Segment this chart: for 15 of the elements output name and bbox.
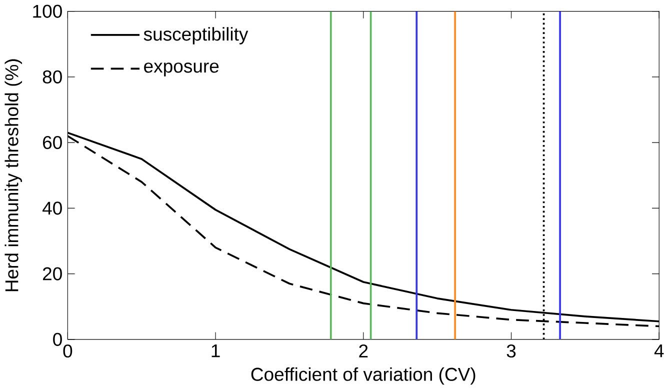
y-tick-label: 0 [53,332,62,346]
x-tick-label: 3 [506,344,516,358]
x-tick-label: 1 [212,344,220,358]
y-tick-label: 40 [42,201,62,215]
x-axis-title: Coefficient of variation (CV) [251,367,476,384]
y-tick-label: 20 [43,267,62,280]
y-axis-title: Herd immunity threshold (%) [4,59,22,291]
legend-label: susceptibility [144,26,248,44]
x-tick-label: 2 [359,344,368,358]
x-tick-label: 4 [654,344,664,358]
legend-label: exposure [144,62,219,76]
y-tick-label: 60 [43,136,62,149]
y-tick-label: 80 [42,70,62,84]
x-tick-label: 0 [63,344,72,358]
y-tick-label: 100 [33,4,62,18]
